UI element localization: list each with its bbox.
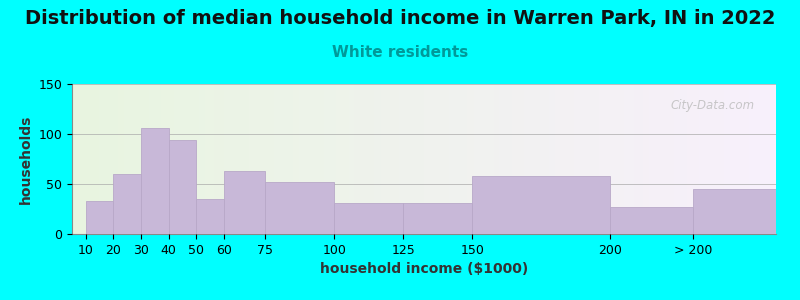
Bar xyxy=(86,201,114,234)
Bar xyxy=(141,128,169,234)
X-axis label: household income ($1000): household income ($1000) xyxy=(320,262,528,276)
Text: City-Data.com: City-Data.com xyxy=(670,99,755,112)
Bar xyxy=(472,176,610,234)
Bar xyxy=(266,182,334,234)
Bar xyxy=(224,171,266,234)
Text: White residents: White residents xyxy=(332,45,468,60)
Text: Distribution of median household income in Warren Park, IN in 2022: Distribution of median household income … xyxy=(25,9,775,28)
Bar xyxy=(334,203,403,234)
Bar xyxy=(693,189,776,234)
Bar xyxy=(403,203,472,234)
Bar xyxy=(196,199,224,234)
Bar xyxy=(114,174,141,234)
Y-axis label: households: households xyxy=(19,114,33,204)
Bar xyxy=(610,207,693,234)
Bar xyxy=(169,140,196,234)
